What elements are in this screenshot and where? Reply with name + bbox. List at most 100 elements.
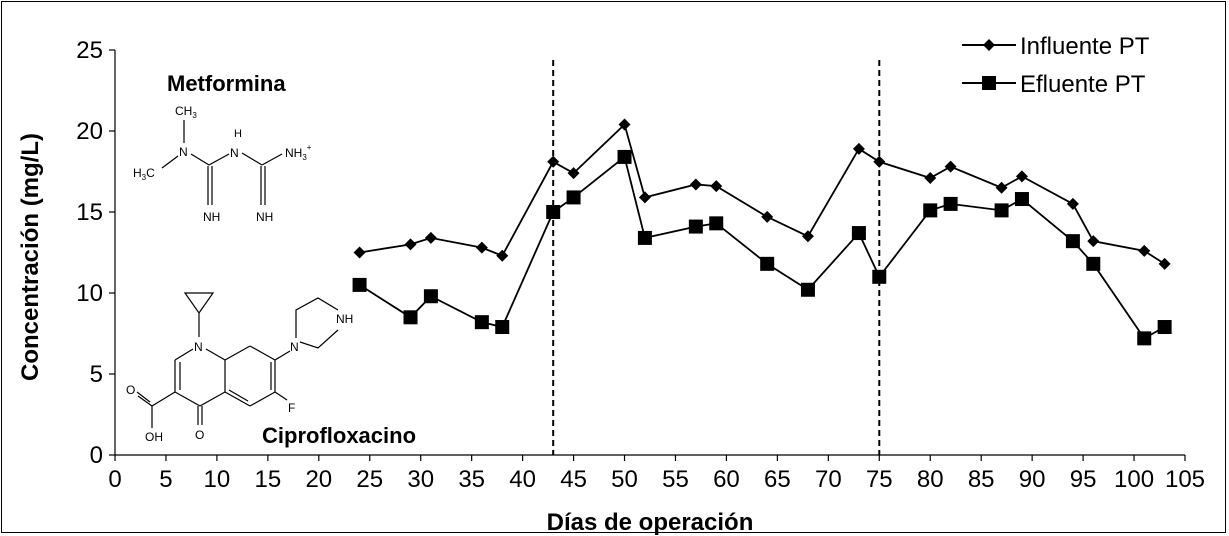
x-tick-label: 10 bbox=[204, 466, 231, 493]
metformina-ch3-top: CH3 bbox=[175, 104, 197, 120]
data-point-square bbox=[1157, 320, 1172, 335]
data-point-diamond bbox=[547, 155, 560, 168]
y-axis-title: Concentración (mg/L) bbox=[17, 133, 44, 381]
data-point-square bbox=[352, 277, 367, 292]
x-tick-label: 100 bbox=[1114, 466, 1154, 493]
y-tick-label: 10 bbox=[76, 280, 103, 307]
x-axis-title: Días de operación bbox=[547, 509, 754, 536]
y-tick-label: 0 bbox=[90, 442, 103, 469]
legend-marker-square bbox=[982, 76, 996, 90]
cipro-n-pip: N bbox=[290, 340, 299, 354]
ciprofloxacino-label: Ciprofloxacino bbox=[262, 423, 416, 448]
x-ticks: 0 5 10 15 20 25 30 35 40 45 50 55 60 65 70 75 80 85 90 95 10… bbox=[108, 455, 1205, 493]
data-point-square bbox=[423, 289, 438, 304]
metformina-h: H bbox=[234, 128, 242, 140]
data-point-square bbox=[1086, 256, 1101, 271]
x-tick-label: 30 bbox=[407, 466, 434, 493]
data-point-diamond bbox=[761, 210, 774, 223]
legend-label-efluente: Efluente PT bbox=[1020, 71, 1146, 98]
x-tick-label: 50 bbox=[611, 466, 638, 493]
metformina-label: Metformina bbox=[167, 71, 286, 96]
data-point-square bbox=[617, 149, 632, 164]
data-point-square bbox=[1137, 331, 1152, 346]
data-point-diamond bbox=[801, 230, 814, 243]
data-point-diamond bbox=[873, 155, 886, 168]
data-point-diamond bbox=[689, 178, 702, 191]
x-tick-label: 0 bbox=[108, 466, 121, 493]
data-point-diamond bbox=[944, 160, 957, 173]
data-point-square bbox=[474, 315, 489, 330]
data-point-diamond bbox=[404, 238, 417, 251]
data-point-diamond bbox=[852, 142, 865, 155]
data-point-square bbox=[1065, 234, 1080, 249]
data-point-diamond bbox=[1138, 244, 1151, 257]
data-point-diamond bbox=[1066, 197, 1079, 210]
data-point-square bbox=[495, 320, 510, 335]
data-point-diamond bbox=[475, 241, 488, 254]
x-tick-label: 70 bbox=[815, 466, 842, 493]
cipro-n-ring: N bbox=[194, 340, 203, 354]
cipro-o-acid: O bbox=[126, 383, 135, 397]
x-tick-label: 85 bbox=[968, 466, 995, 493]
data-point-square bbox=[800, 282, 815, 297]
x-tick-label: 15 bbox=[255, 466, 282, 493]
metformina-nh-left: NH bbox=[203, 210, 220, 224]
legend-label-influente: Influente PT bbox=[1020, 33, 1150, 60]
series-layer bbox=[352, 118, 1172, 346]
metformina-nh3: NH3+ bbox=[285, 143, 312, 162]
legend-item-efluente: Efluente PT bbox=[962, 71, 1146, 98]
data-point-diamond bbox=[1087, 235, 1100, 248]
data-point-diamond bbox=[496, 249, 509, 262]
data-point-diamond bbox=[424, 231, 437, 244]
data-point-square bbox=[637, 230, 652, 245]
data-point-square bbox=[688, 219, 703, 234]
x-tick-label: 35 bbox=[458, 466, 485, 493]
ciprofloxacino-structure: N O O OH F N NH bbox=[126, 292, 353, 444]
y-tick-label: 15 bbox=[76, 199, 103, 226]
data-point-square bbox=[566, 190, 581, 205]
cipro-nh-pip: NH bbox=[336, 312, 353, 326]
metformina-structure: CH3 N H3C NH H N NH NH3+ bbox=[133, 104, 312, 224]
data-point-square bbox=[943, 196, 958, 211]
data-point-square bbox=[851, 226, 866, 241]
data-point-diamond bbox=[353, 246, 366, 259]
x-tick-label: 75 bbox=[866, 466, 893, 493]
metformina-n2: N bbox=[230, 146, 239, 160]
y-tick-label: 20 bbox=[76, 118, 103, 145]
y-ticks: 0 5 10 15 20 25 bbox=[76, 37, 115, 469]
x-tick-label: 25 bbox=[356, 466, 383, 493]
series-efluente bbox=[352, 149, 1172, 346]
data-point-diamond bbox=[1158, 257, 1171, 270]
data-point-diamond bbox=[924, 171, 937, 184]
legend-marker-diamond bbox=[983, 39, 995, 51]
data-point-square bbox=[872, 269, 887, 284]
legend: Influente PT Efluente PT bbox=[962, 33, 1150, 98]
data-point-square bbox=[546, 205, 561, 219]
x-tick-label: 40 bbox=[509, 466, 536, 493]
metformina-nh-right: NH bbox=[256, 210, 273, 224]
x-tick-label: 5 bbox=[159, 466, 172, 493]
legend-item-influente: Influente PT bbox=[962, 33, 1150, 60]
x-tick-label: 45 bbox=[560, 466, 587, 493]
data-point-diamond bbox=[567, 167, 580, 180]
x-tick-label: 55 bbox=[662, 466, 689, 493]
cipro-o-keto: O bbox=[195, 428, 204, 442]
cipro-oh: OH bbox=[145, 430, 163, 444]
y-tick-label: 25 bbox=[76, 37, 103, 64]
data-point-square bbox=[994, 203, 1009, 218]
x-tick-label: 65 bbox=[764, 466, 791, 493]
reference-lines bbox=[552, 60, 881, 455]
data-point-square bbox=[709, 216, 724, 231]
data-point-diamond bbox=[638, 191, 651, 204]
y-tick-label: 5 bbox=[90, 361, 103, 388]
metformina-n1: N bbox=[179, 145, 188, 159]
data-point-diamond bbox=[618, 118, 631, 131]
data-point-square bbox=[403, 310, 418, 325]
x-tick-label: 80 bbox=[917, 466, 944, 493]
data-point-square bbox=[760, 256, 775, 271]
data-point-diamond bbox=[710, 180, 723, 193]
x-tick-label: 60 bbox=[713, 466, 740, 493]
metformina-h3c: H3C bbox=[133, 166, 155, 182]
